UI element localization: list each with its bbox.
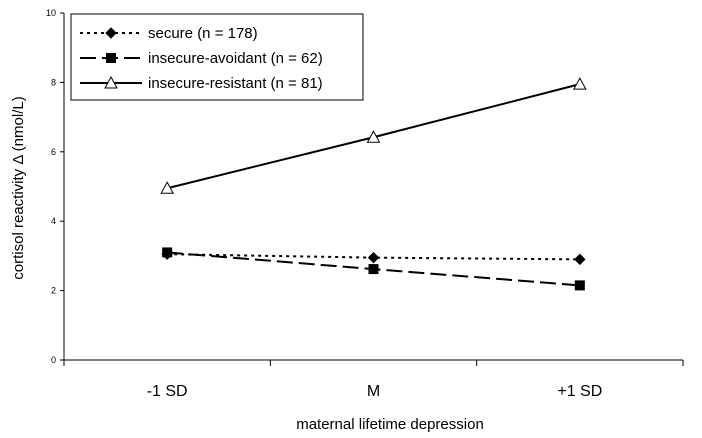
y-tick-label: 0: [51, 355, 56, 365]
data-point: [574, 280, 585, 291]
y-tick-label: 10: [46, 8, 56, 18]
y-axis-ticks: 0 2 4 6 8 10: [46, 8, 64, 365]
data-point: [572, 77, 587, 90]
series-2: [162, 247, 585, 291]
y-tick-label: 4: [51, 216, 56, 226]
series-3: [160, 77, 587, 194]
x-axis-ticks: -1 SD M +1 SD: [63, 360, 684, 400]
data-point: [367, 251, 380, 264]
data-point: [368, 264, 379, 275]
legend-item: insecure-avoidant (n = 62): [80, 50, 323, 67]
data-point: [160, 181, 175, 194]
data-point: [366, 130, 381, 143]
legend-label: insecure-resistant (n = 81): [148, 75, 323, 92]
legend-marker: [104, 75, 118, 89]
legend-label: secure (n = 178): [148, 25, 258, 42]
legend-item: secure (n = 178): [80, 25, 258, 42]
y-tick-label: 6: [51, 147, 56, 157]
x-tick-label: -1 SD: [147, 383, 188, 400]
x-axis-title: maternal lifetime depression: [296, 416, 484, 433]
x-tick-label: M: [367, 383, 380, 400]
legend: secure (n = 178) insecure-avoidant (n = 6…: [70, 13, 364, 101]
x-tick-label: +1 SD: [557, 383, 602, 400]
legend-box: [70, 13, 364, 101]
data-point: [162, 247, 173, 258]
legend-item: insecure-resistant (n = 81): [80, 75, 323, 92]
axes: [63, 13, 683, 361]
legend-label: insecure-avoidant (n = 62): [148, 50, 323, 67]
series-layer: [160, 77, 587, 291]
legend-marker: [106, 53, 116, 63]
legend-marker: [105, 27, 117, 39]
y-axis-title: cortisol reactivity Δ (nmol/L): [10, 96, 27, 279]
y-tick-label: 8: [51, 77, 56, 87]
y-tick-label: 2: [51, 286, 56, 296]
series-line: [167, 253, 580, 261]
data-point: [574, 253, 586, 266]
